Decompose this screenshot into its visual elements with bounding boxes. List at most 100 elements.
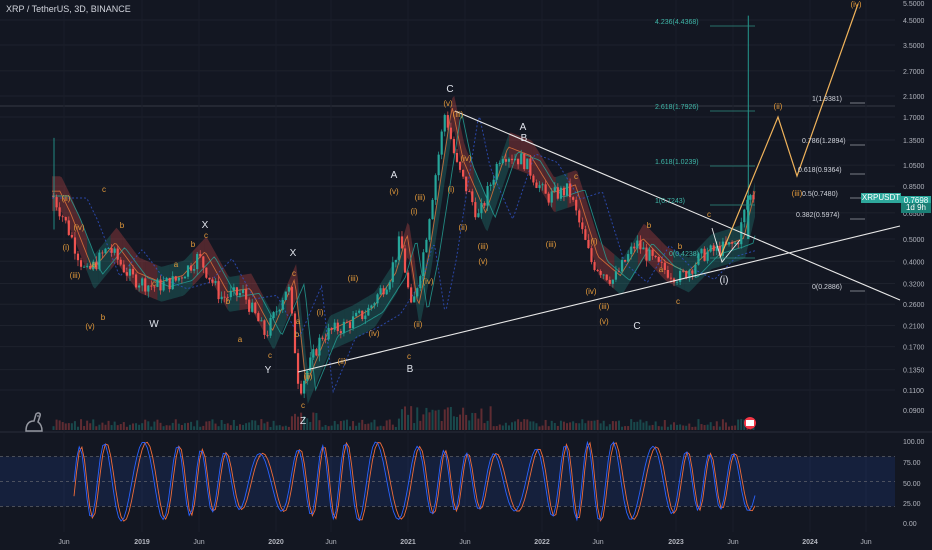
volume-bar [535,423,538,430]
volume-bar [587,420,590,430]
candle-body [660,261,663,263]
candle-body [269,317,272,336]
wave-label: b [191,240,196,249]
candle-body [70,234,73,238]
candle-body [165,277,168,282]
candle-body [486,185,489,206]
time-tick-label: Jun [860,539,871,546]
lower-trendline [297,225,901,373]
candle-body [214,281,217,283]
candle-body [202,256,205,268]
candle-body [76,253,80,261]
volume-bar [361,419,364,430]
axes: 5.5000 4.5000 3.5000 2.7000 2.1000 1.7000 1.35… [58,1,924,546]
volume-bar [492,426,495,430]
time-tick-label: 2021 [400,539,416,546]
volume-bar [312,412,315,430]
candle-body [639,240,642,250]
candle-body [400,236,404,249]
volume-bar [300,412,303,430]
candle-body [128,268,132,276]
candle-body [581,222,584,230]
wave-label: (i) [410,207,417,216]
candle-body [156,279,159,287]
fib-levels: 4.236(4.4368) 2.618(1.7926) 1.618(1.0239) 1… [655,19,865,292]
ribbon-segment [262,295,275,349]
volume-bar [706,424,709,430]
volume-bar [318,420,321,430]
volume-bar [95,426,98,430]
candle-body [529,158,532,176]
candle-body [238,292,242,296]
volume-bar [477,418,480,430]
tradingview-logo[interactable] [22,409,48,435]
volume-bar [269,426,272,430]
wave-label: X [290,248,297,259]
volume-bar [630,419,633,430]
candle-body [110,248,113,253]
volume-bar [437,409,440,430]
volume-bar [700,424,703,430]
volume-bar [431,409,434,430]
candle-body [367,307,370,316]
volume-bar [550,420,553,430]
volume-bar [309,421,312,430]
volume-bar [205,421,208,430]
volume-bar [388,419,391,430]
ribbon-segment [192,238,205,287]
price-tick-label: 4.5000 [903,18,925,25]
volume-bar [575,423,578,430]
candle-body [449,127,452,139]
volume-bar [251,420,254,430]
candle-body [685,271,688,279]
wave-label: (ii) [338,357,347,366]
osc-tick-label: 75.00 [903,460,921,467]
candle-body [309,357,312,372]
candle-body [709,245,712,252]
wave-label: (v) [85,322,95,331]
volume-bar [397,418,400,430]
volume-bar [352,421,355,430]
candle-body [730,242,734,244]
price-tick-label: 0.8500 [903,184,925,191]
candle-body [296,353,300,384]
candle-body [535,182,538,188]
candle-body [351,316,355,328]
candle-body [376,294,379,304]
candle-body [651,249,654,256]
candle-body [159,279,162,291]
volume-bar [61,422,64,430]
fib-label: 4.236(4.4368) [655,19,699,26]
candle-body [67,220,70,235]
candle-body [691,270,694,274]
volume-bar [605,426,608,430]
volume-bar [349,426,352,430]
volume-bar [611,421,614,430]
candle-body [477,213,480,218]
volume-bar [122,422,125,430]
volume-bar [416,407,419,430]
wave-label: b [226,297,231,306]
wave-label: c [707,210,711,219]
volume-bar [89,423,92,430]
stoch-d-line [73,441,756,522]
volume-bar [232,419,235,430]
candle-body [520,153,523,165]
candle-body [568,183,572,198]
candle-body [223,296,226,298]
stoch-k-line [73,440,756,522]
candle-body [504,159,507,162]
volume-bar [345,419,348,430]
volume-bar [64,423,67,430]
volume-bar [321,426,324,430]
candle-body [355,312,358,317]
candle-body [107,248,110,249]
candle-body [532,175,535,183]
price-tick-label: 5.5000 [903,1,925,8]
volume-bar [391,424,394,430]
volume-bar [657,426,660,430]
candle-body [413,296,416,303]
volume-bar [373,419,376,430]
wave-label: a [296,317,301,326]
